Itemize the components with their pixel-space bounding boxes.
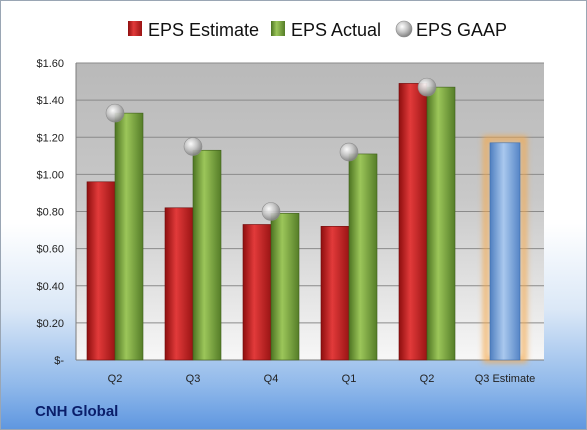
eps-estimate-bar xyxy=(86,181,116,361)
y-axis: $- $0.20 $0.40 $0.60 $0.80 $1.00 $1.20 $1.40 $1.… xyxy=(36,58,77,367)
gridlines xyxy=(76,62,544,361)
legend: EPS Estimate EPS Actual EPS GAAP xyxy=(128,20,507,40)
q3-estimate-bar xyxy=(489,142,521,361)
y-tick-label: $- xyxy=(54,355,64,367)
eps-gaap-marker xyxy=(105,103,125,123)
legend-swatch xyxy=(271,21,285,36)
x-tick-label: Q4 xyxy=(264,373,279,385)
eps-gaap-marker xyxy=(183,137,203,156)
x-tick-label: Q2 xyxy=(108,373,123,385)
y-tick-label: $0.60 xyxy=(36,244,64,256)
y-tick-label: $0.20 xyxy=(36,318,64,330)
legend-swatch xyxy=(128,21,142,36)
eps-estimate-bar xyxy=(320,226,350,361)
eps-actual-bar xyxy=(426,86,456,361)
y-tick-label: $1.60 xyxy=(36,58,64,70)
eps-gaap-marker xyxy=(417,77,437,97)
eps-chart: EPS Estimate EPS Actual EPS GAAP $- $0.20 $0… xyxy=(36,20,544,385)
company-name: CNH Global xyxy=(35,403,119,420)
legend-label: EPS Actual xyxy=(291,20,381,40)
eps-estimate-bar xyxy=(398,83,428,361)
x-tick-label: Q2 xyxy=(420,373,435,385)
eps-actual-bar xyxy=(270,213,300,361)
y-tick-label: $1.20 xyxy=(36,132,64,144)
x-tick-label: Q3 Estimate xyxy=(475,373,536,385)
eps-actual-bar xyxy=(348,153,378,361)
y-tick-label: $0.40 xyxy=(36,281,64,293)
eps-gaap-marker xyxy=(339,142,359,162)
eps-estimate-bar xyxy=(164,207,194,361)
x-tick-label: Q1 xyxy=(342,373,357,385)
eps-estimate-bar xyxy=(242,224,272,361)
eps-actual-bar xyxy=(192,149,222,361)
eps-gaap-marker xyxy=(261,202,281,221)
legend-swatch xyxy=(395,20,413,38)
legend-label: EPS GAAP xyxy=(416,20,507,40)
legend-label: EPS Estimate xyxy=(148,20,259,40)
y-tick-label: $0.80 xyxy=(36,207,64,219)
y-tick-label: $1.40 xyxy=(36,95,64,107)
bars xyxy=(86,83,527,363)
x-tick-label: Q3 xyxy=(186,373,201,385)
eps-actual-bar xyxy=(114,112,144,361)
y-tick-label: $1.00 xyxy=(36,169,64,181)
x-axis: Q2 Q3 Q4 Q1 Q2 Q3 Estimate xyxy=(108,373,536,385)
gaap-markers xyxy=(105,77,437,221)
